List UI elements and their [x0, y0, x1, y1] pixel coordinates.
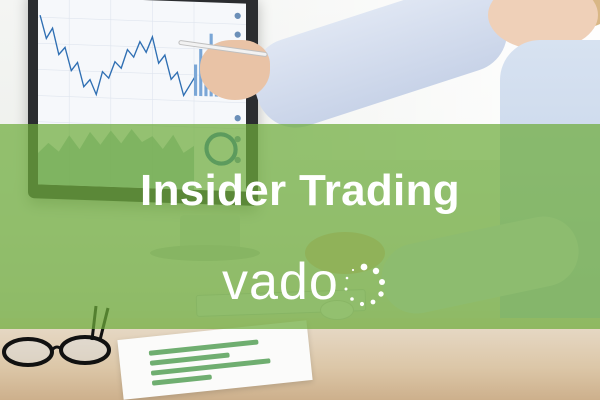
eyeglasses-icon: [2, 305, 111, 367]
banner-title: Insider Trading: [140, 166, 460, 215]
logo-dots-icon: [344, 263, 385, 307]
logo-wordmark: vado: [222, 253, 339, 311]
green-overlay-band: [0, 124, 600, 329]
brand-logo: vado: [222, 252, 387, 312]
